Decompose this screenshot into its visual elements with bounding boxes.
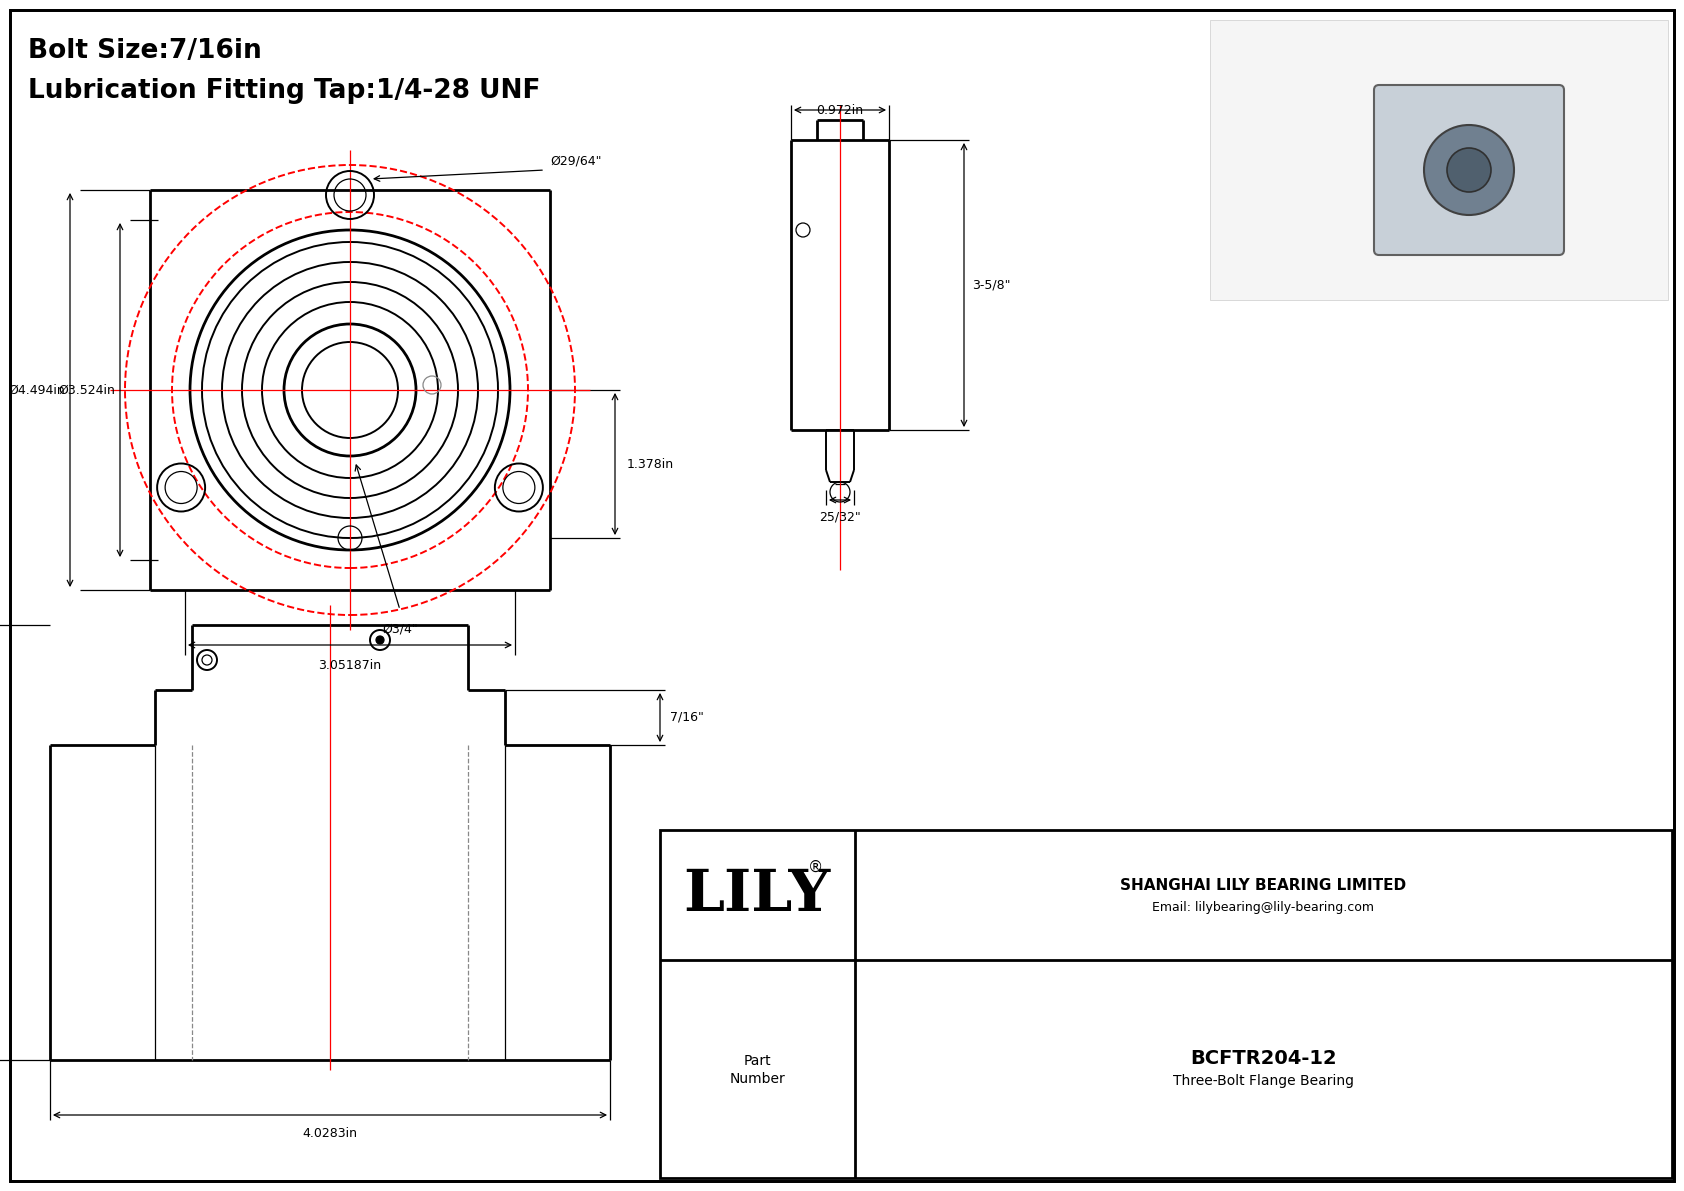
Text: Email: lilybearing@lily-bearing.com: Email: lilybearing@lily-bearing.com: [1152, 900, 1374, 913]
Text: 1.378in: 1.378in: [626, 457, 674, 470]
Circle shape: [1425, 125, 1514, 216]
Text: ®: ®: [807, 860, 822, 874]
Text: Three-Bolt Flange Bearing: Three-Bolt Flange Bearing: [1174, 1074, 1354, 1089]
Text: Bolt Size:7/16in: Bolt Size:7/16in: [29, 38, 261, 64]
Text: Lubrication Fitting Tap:1/4-28 UNF: Lubrication Fitting Tap:1/4-28 UNF: [29, 77, 541, 104]
Text: Number: Number: [729, 1072, 785, 1086]
Text: Ø3/4": Ø3/4": [382, 622, 418, 635]
Text: 7/16": 7/16": [670, 711, 704, 724]
Text: SHANGHAI LILY BEARING LIMITED: SHANGHAI LILY BEARING LIMITED: [1120, 878, 1406, 892]
Bar: [660, 830, 1672, 1178]
Text: Part: Part: [744, 1054, 771, 1068]
Text: 3.05187in: 3.05187in: [318, 659, 382, 672]
Text: Ø3.524in: Ø3.524in: [59, 384, 115, 397]
Circle shape: [376, 636, 384, 644]
Circle shape: [1447, 148, 1490, 192]
Text: BCFTR204-12: BCFTR204-12: [1191, 1049, 1337, 1068]
Text: 0.972in: 0.972in: [817, 104, 864, 117]
Text: 3-5/8": 3-5/8": [972, 279, 1010, 292]
FancyBboxPatch shape: [1374, 85, 1564, 255]
Text: Ø29/64": Ø29/64": [551, 155, 601, 168]
Bar: [1211, 20, 1667, 300]
Text: 25/32": 25/32": [818, 510, 861, 523]
Text: LILY: LILY: [684, 867, 830, 923]
Text: Ø4.494in: Ø4.494in: [8, 384, 66, 397]
Text: 4.0283in: 4.0283in: [303, 1127, 357, 1140]
